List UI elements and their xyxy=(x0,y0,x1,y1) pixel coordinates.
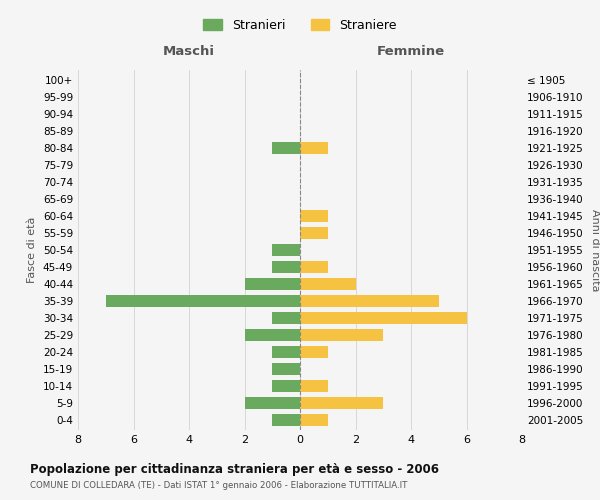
Text: Maschi: Maschi xyxy=(163,45,215,58)
Text: Popolazione per cittadinanza straniera per età e sesso - 2006: Popolazione per cittadinanza straniera p… xyxy=(30,462,439,475)
Bar xyxy=(245,396,300,409)
Bar xyxy=(300,346,328,358)
Bar xyxy=(300,261,328,273)
Bar xyxy=(300,142,328,154)
Bar xyxy=(245,278,300,290)
Text: COMUNE DI COLLEDARA (TE) - Dati ISTAT 1° gennaio 2006 - Elaborazione TUTTITALIA.: COMUNE DI COLLEDARA (TE) - Dati ISTAT 1°… xyxy=(30,481,407,490)
Bar xyxy=(300,210,328,222)
Bar xyxy=(272,244,300,256)
Text: Femmine: Femmine xyxy=(377,45,445,58)
Bar xyxy=(300,380,328,392)
Bar xyxy=(300,312,467,324)
Y-axis label: Anni di nascita: Anni di nascita xyxy=(590,209,600,291)
Bar xyxy=(272,363,300,375)
Bar xyxy=(272,414,300,426)
Bar xyxy=(272,261,300,273)
Bar xyxy=(300,278,355,290)
Bar xyxy=(272,142,300,154)
Bar xyxy=(300,295,439,307)
Bar xyxy=(300,414,328,426)
Bar xyxy=(106,295,300,307)
Bar xyxy=(272,346,300,358)
Bar xyxy=(272,380,300,392)
Bar xyxy=(300,227,328,239)
Bar xyxy=(245,329,300,341)
Bar xyxy=(300,396,383,409)
Y-axis label: Fasce di età: Fasce di età xyxy=(28,217,37,283)
Bar xyxy=(300,329,383,341)
Bar xyxy=(272,312,300,324)
Legend: Stranieri, Straniere: Stranieri, Straniere xyxy=(203,18,397,32)
